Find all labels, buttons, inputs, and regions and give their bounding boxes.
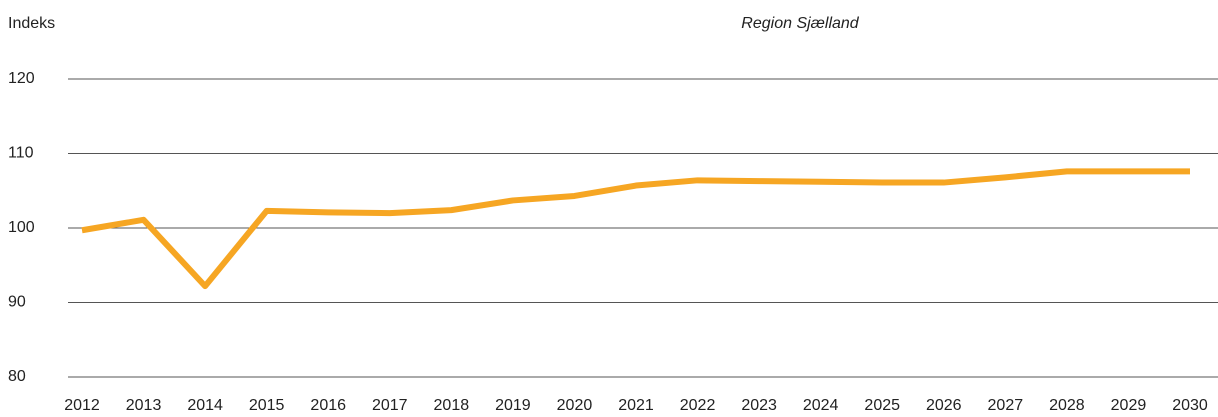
x-tick-label: 2022 xyxy=(680,397,716,414)
x-tick-label: 2029 xyxy=(1111,397,1147,414)
data-line xyxy=(81,168,1190,290)
x-tick-label: 2013 xyxy=(126,397,162,414)
x-tick-label: 2014 xyxy=(187,397,223,414)
x-tick-label: 2019 xyxy=(495,397,531,414)
x-tick-label: 2012 xyxy=(64,397,100,414)
y-tick-label: 100 xyxy=(8,219,35,236)
y-tick-label: 110 xyxy=(8,145,34,162)
x-tick-label: 2030 xyxy=(1172,397,1208,414)
x-tick-label: 2021 xyxy=(618,397,654,414)
x-tick-label: 2020 xyxy=(557,397,593,414)
x-tick-label: 2015 xyxy=(249,397,285,414)
x-tick-label: 2018 xyxy=(434,397,470,414)
x-tick-label: 2016 xyxy=(310,397,346,414)
x-tick-label: 2025 xyxy=(864,397,900,414)
chart-title: Region Sjælland xyxy=(741,15,860,32)
x-tick-label: 2028 xyxy=(1049,397,1085,414)
x-tick-label: 2024 xyxy=(803,397,839,414)
x-tick-label: 2026 xyxy=(926,397,962,414)
x-tick-label: 2017 xyxy=(372,397,408,414)
y-tick-label: 80 xyxy=(8,368,26,385)
y-tick-label: 90 xyxy=(8,294,26,311)
x-tick-label: 2023 xyxy=(741,397,777,414)
x-tick-label: 2027 xyxy=(988,397,1024,414)
y-tick-label: 120 xyxy=(8,70,35,87)
y-axis-label: Indeks xyxy=(8,15,55,32)
